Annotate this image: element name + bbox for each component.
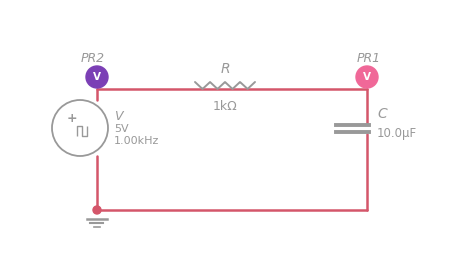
Text: V: V (93, 72, 101, 82)
Circle shape (86, 66, 108, 88)
Text: +: + (67, 112, 77, 125)
Text: 5V: 5V (114, 124, 128, 134)
Circle shape (93, 206, 101, 214)
Text: PR1: PR1 (357, 52, 381, 66)
Text: V: V (363, 72, 371, 82)
Text: PR2: PR2 (81, 52, 105, 66)
Text: 1kΩ: 1kΩ (213, 100, 237, 112)
Text: R: R (220, 62, 230, 76)
Text: V: V (114, 111, 122, 123)
Text: C: C (377, 107, 387, 121)
Text: 10.0μF: 10.0μF (377, 126, 417, 140)
Circle shape (356, 66, 378, 88)
Text: 1.00kHz: 1.00kHz (114, 136, 159, 146)
